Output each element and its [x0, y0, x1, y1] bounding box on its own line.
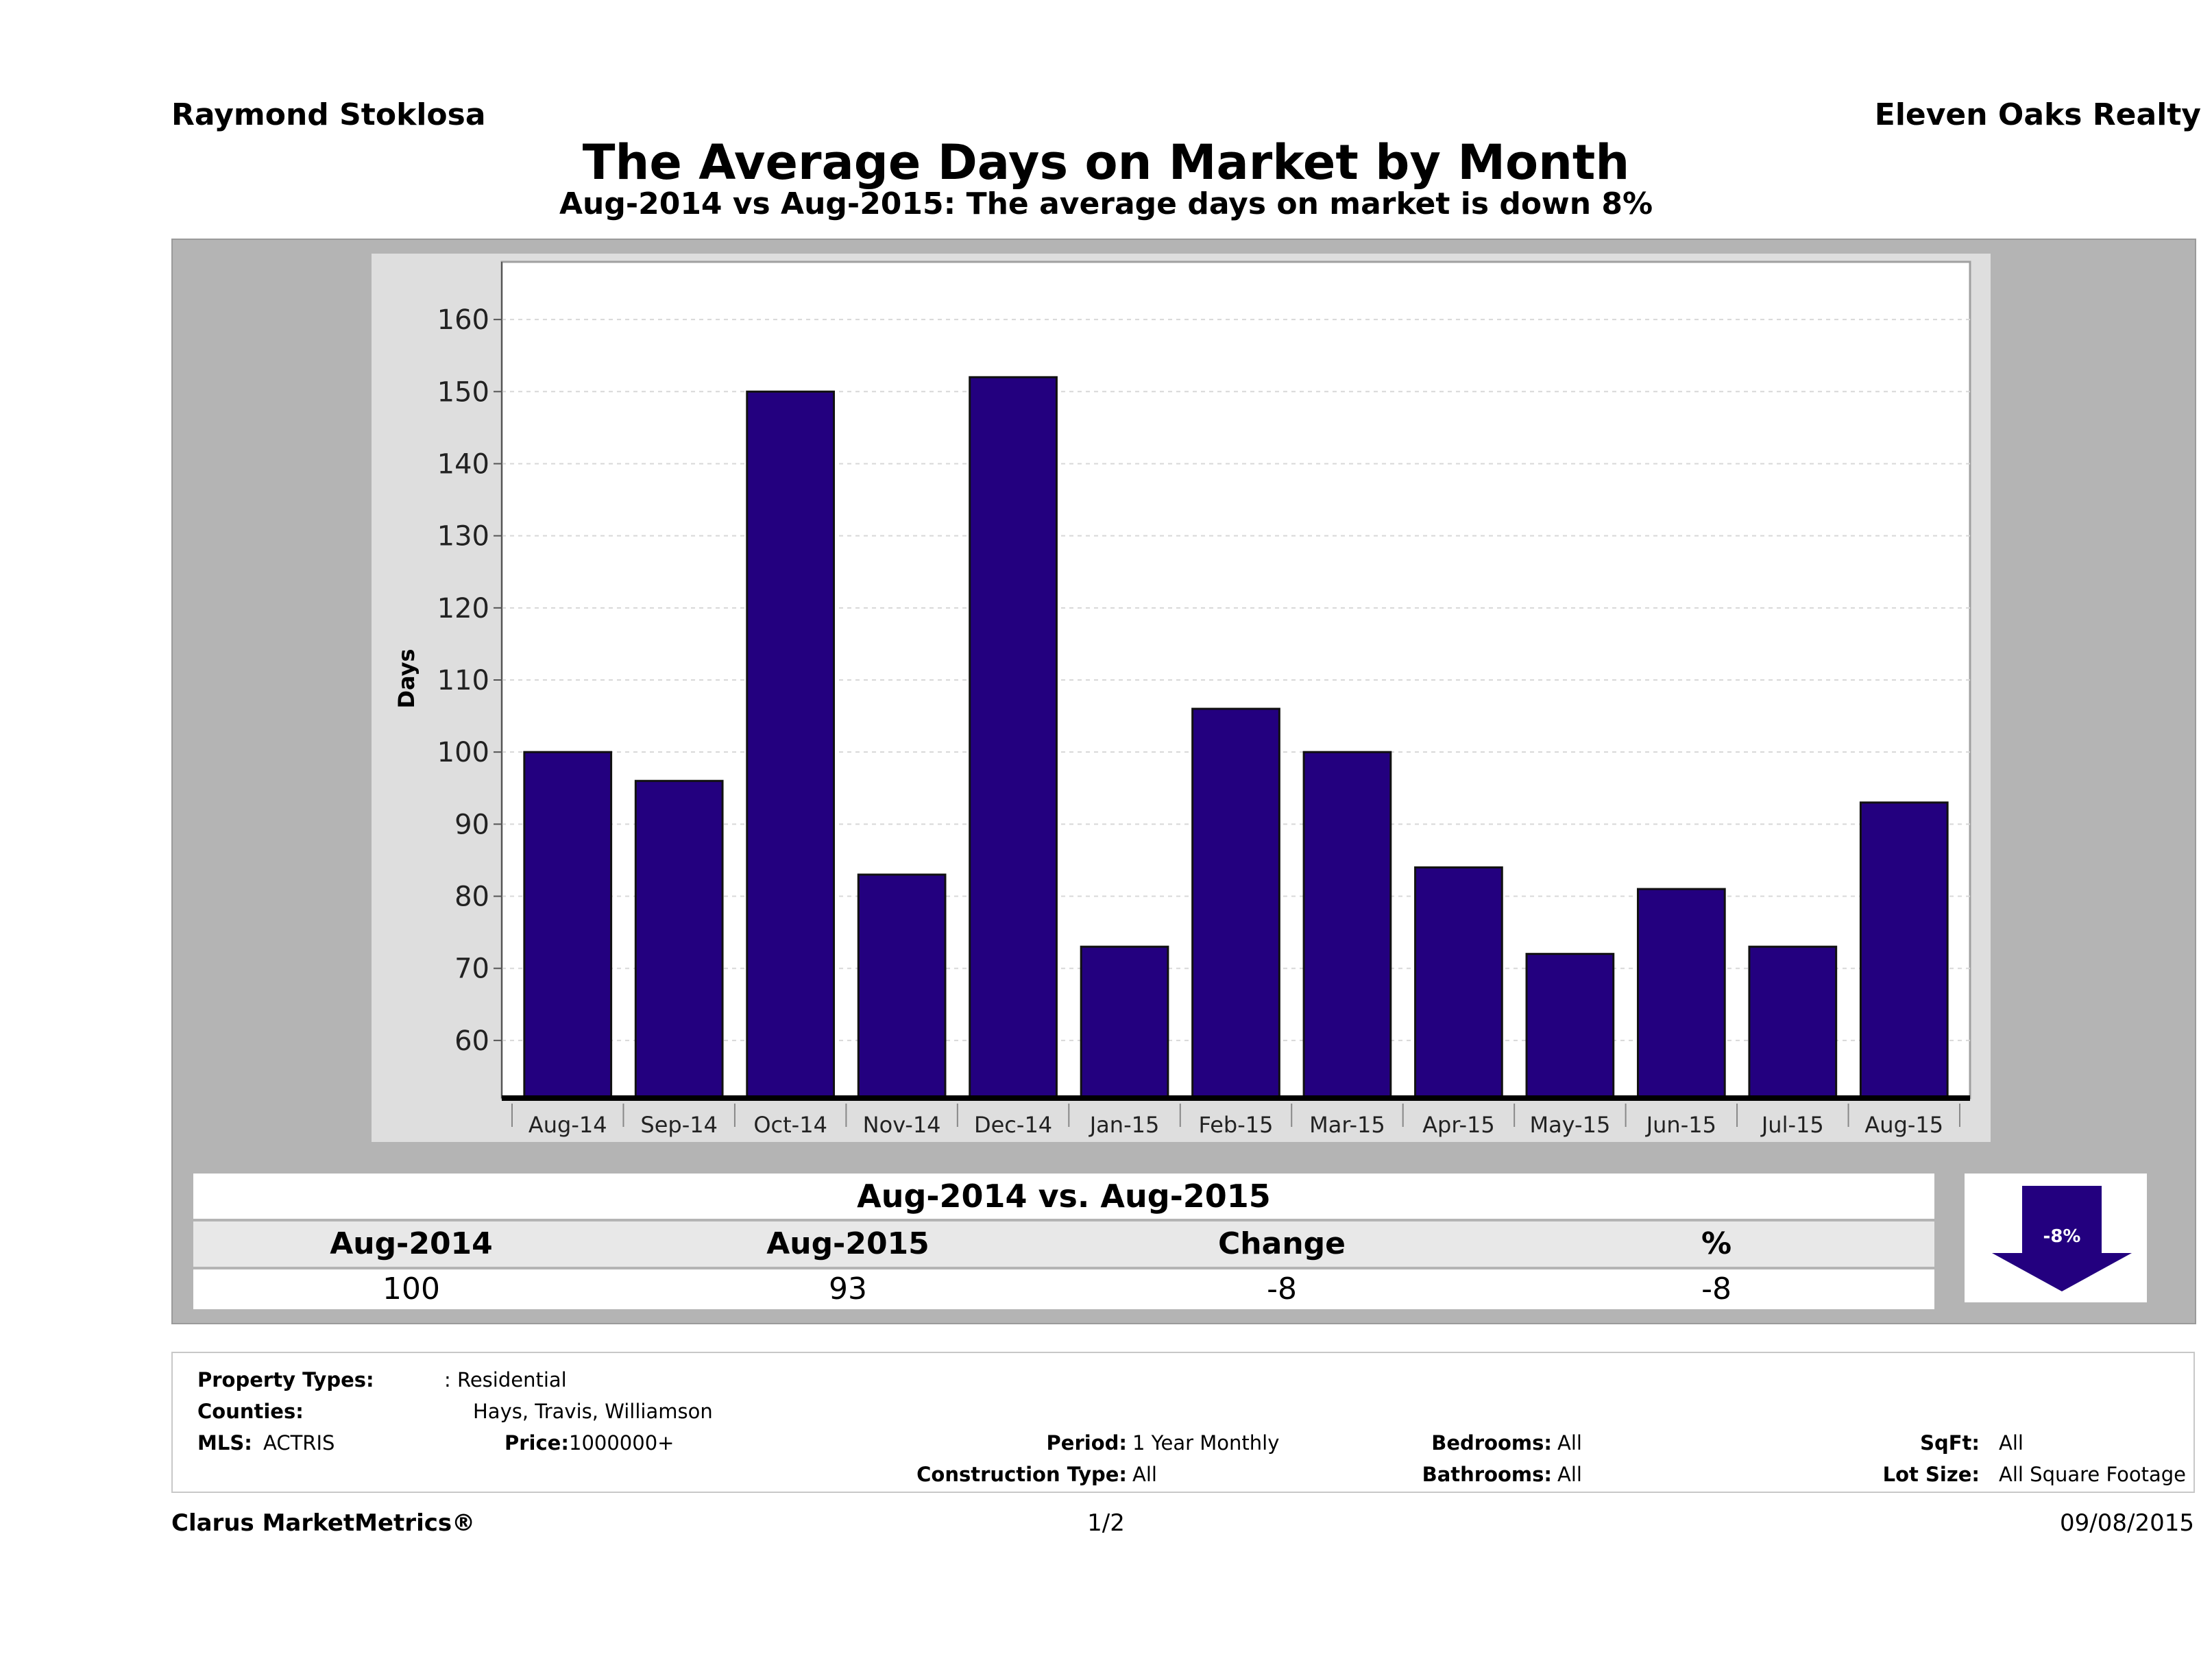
val-aug-2015: 93 — [829, 1272, 867, 1306]
property-types-label: Property Types: — [197, 1368, 374, 1391]
y-tick-label: 140 — [437, 448, 489, 480]
price-label: Price: — [505, 1431, 569, 1455]
x-axis: Aug-14 Sep-14 Oct-14 Nov-14 Dec-14 Jan-15 Feb-… — [502, 1095, 1970, 1138]
val-aug-2014: 100 — [382, 1272, 440, 1306]
x-tick-label: Nov-14 — [863, 1112, 941, 1138]
bar-jun-15 — [1636, 888, 1726, 1099]
y-tick-label: 100 — [437, 737, 489, 768]
footer-brand: Clarus MarketMetrics® — [171, 1509, 476, 1537]
comparison-values: 100 93 -8 -8 — [193, 1269, 1934, 1309]
x-tick-label: Aug-14 — [528, 1112, 607, 1138]
y-tick-label: 70 — [454, 953, 489, 985]
mls-label: MLS: — [197, 1431, 252, 1455]
mls-value: ACTRIS — [263, 1431, 335, 1455]
bar-aug-14 — [523, 751, 613, 1099]
x-tick-label: Sep-14 — [640, 1112, 718, 1138]
x-tick-label: Oct-14 — [753, 1112, 827, 1138]
sqft-label: SqFt: — [1920, 1431, 1980, 1455]
bar-oct-14 — [746, 390, 836, 1099]
col-aug-2014: Aug-2014 — [330, 1226, 493, 1261]
x-tick-label: Jan-15 — [1089, 1112, 1160, 1138]
bar-aug-15 — [1859, 801, 1949, 1099]
period-value: 1 Year Monthly — [1132, 1431, 1280, 1455]
bar-mar-15 — [1302, 751, 1392, 1099]
y-tick-label: 160 — [437, 304, 489, 336]
x-tick-label: Mar-15 — [1309, 1112, 1385, 1138]
bedrooms-value: All — [1557, 1431, 1582, 1455]
sqft-value: All — [1999, 1431, 2023, 1455]
x-tick-label: Jun-15 — [1645, 1112, 1716, 1138]
period-label: Period: — [1046, 1431, 1127, 1455]
filter-summary: Property Types: : Residential Counties: … — [171, 1352, 2195, 1493]
bar-sep-14 — [634, 779, 724, 1099]
y-tick-label: 80 — [454, 881, 489, 913]
page-number: 1/2 — [1087, 1509, 1125, 1537]
lot-size-label: Lot Size: — [1882, 1463, 1980, 1486]
val-change: -8 — [1267, 1272, 1297, 1306]
report-date: 09/08/2015 — [2060, 1509, 2194, 1537]
price-value: 1000000+ — [569, 1431, 674, 1455]
chart-title: The Average Days on Market by Month — [582, 134, 1630, 191]
y-axis: 60 70 80 90 100 110 120 130 140 150 160 — [437, 262, 502, 1098]
x-tick-label: Aug-15 — [1864, 1112, 1943, 1138]
val-percent: -8 — [1701, 1272, 1731, 1306]
chart-subtitle: Aug-2014 vs Aug-2015: The average days o… — [559, 186, 1653, 221]
bar-dec-14 — [969, 376, 1058, 1099]
y-tick-label: 130 — [437, 521, 489, 552]
x-tick-label: Jul-15 — [1760, 1112, 1824, 1138]
comparison-columns: Aug-2014 Aug-2015 Change % — [193, 1221, 1934, 1267]
counties-label: Counties: — [197, 1400, 304, 1423]
construction-type-value: All — [1132, 1463, 1157, 1486]
lot-size-value: All Square Footage — [1999, 1463, 2187, 1486]
x-tick-label: Dec-14 — [974, 1112, 1052, 1138]
change-badge: -8% — [2043, 1226, 2081, 1247]
bedrooms-label: Bedrooms: — [1431, 1431, 1552, 1455]
change-indicator: -8% — [1965, 1174, 2147, 1302]
bars — [523, 376, 1949, 1099]
col-percent: % — [1701, 1226, 1732, 1261]
y-tick-label: 60 — [454, 1025, 489, 1057]
y-tick-label: 90 — [454, 809, 489, 840]
col-change: Change — [1218, 1226, 1346, 1261]
bar-feb-15 — [1191, 707, 1280, 1099]
x-tick-label: Feb-15 — [1199, 1112, 1274, 1138]
y-axis-label: Days — [393, 648, 420, 708]
bar-nov-14 — [857, 873, 947, 1099]
x-tick-label: Apr-15 — [1422, 1112, 1495, 1138]
bar-jul-15 — [1748, 945, 1838, 1099]
bar-may-15 — [1525, 953, 1615, 1099]
bar-jan-15 — [1080, 945, 1169, 1099]
col-aug-2015: Aug-2015 — [766, 1226, 929, 1261]
bathrooms-value: All — [1557, 1463, 1582, 1486]
down-arrow-icon: -8% — [1992, 1186, 2132, 1291]
company-name: Eleven Oaks Realty — [1874, 97, 2201, 132]
construction-type-label: Construction Type: — [916, 1463, 1127, 1486]
counties-value: Hays, Travis, Williamson — [473, 1400, 713, 1423]
agent-name: Raymond Stoklosa — [171, 97, 486, 132]
bar-apr-15 — [1414, 866, 1503, 1099]
y-tick-label: 110 — [437, 665, 489, 696]
x-tick-label: May-15 — [1529, 1112, 1610, 1138]
property-types-value: : Residential — [444, 1368, 567, 1391]
y-tick-label: 150 — [437, 376, 489, 408]
bathrooms-label: Bathrooms: — [1422, 1463, 1552, 1486]
y-tick-label: 120 — [437, 593, 489, 624]
comparison-heading: Aug-2014 vs. Aug-2015 — [193, 1174, 1934, 1219]
bar-chart: 60 70 80 90 100 110 120 130 140 150 160 Aug-14 Sep-… — [393, 260, 1971, 1138]
